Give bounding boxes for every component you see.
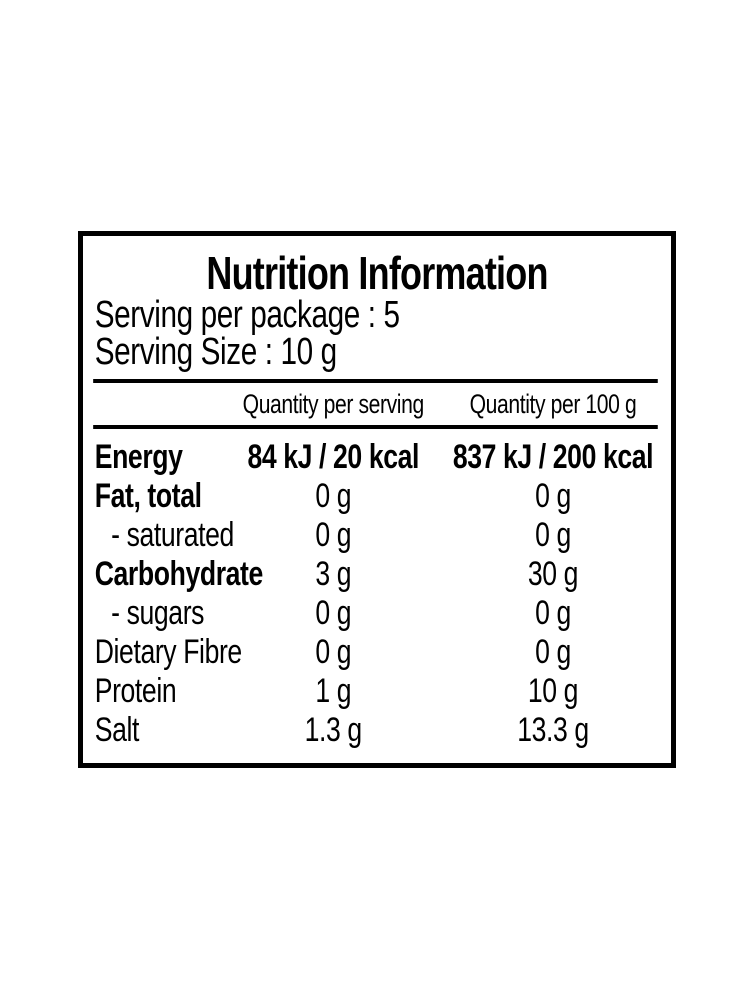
row-label: Salt xyxy=(94,711,140,749)
table-row-saturated: - saturated 0 g 0 g xyxy=(83,516,671,555)
row-value-per-serving: 3 g xyxy=(315,555,352,593)
row-value-per-100g: 30 g xyxy=(527,555,579,593)
nutrient-table: Energy 84 kJ / 20 kcal 837 kJ / 200 kcal… xyxy=(83,438,671,750)
row-value-per-100g: 0 g xyxy=(535,516,571,554)
serving-size-text: Serving Size : 10 g xyxy=(94,331,337,373)
row-label: Energy xyxy=(94,438,183,476)
row-value-per-100g: 13.3 g xyxy=(517,711,589,749)
row-value-per-serving: 0 g xyxy=(315,633,352,671)
divider-top xyxy=(93,379,658,383)
row-label: - sugars xyxy=(111,594,205,632)
row-label: Protein xyxy=(94,672,177,710)
table-row-energy: Energy 84 kJ / 20 kcal 837 kJ / 200 kcal xyxy=(83,438,671,477)
divider-under-headers xyxy=(93,425,658,429)
table-row-fat-total: Fat, total 0 g 0 g xyxy=(83,477,671,516)
table-row-salt: Salt 1.3 g 13.3 g xyxy=(83,711,671,750)
serving-per-package-text: Serving per package : 5 xyxy=(94,294,400,336)
row-value-per-100g: 0 g xyxy=(535,477,571,515)
row-value-per-100g: 10 g xyxy=(527,672,579,710)
row-value-per-100g: 0 g xyxy=(535,594,571,632)
row-label: Dietary Fibre xyxy=(94,633,242,671)
label-content: Nutrition Information Serving per packag… xyxy=(83,249,671,750)
row-value-per-100g: 0 g xyxy=(535,633,571,671)
row-value-per-serving: 1.3 g xyxy=(304,711,363,749)
column-header-row: Quantity per serving Quantity per 100 g xyxy=(83,383,671,425)
table-row-sugars: - sugars 0 g 0 g xyxy=(83,594,671,633)
column-header-per-100g: Quantity per 100 g xyxy=(469,389,637,419)
column-header-per-serving: Quantity per serving xyxy=(242,389,425,419)
row-label: - saturated xyxy=(111,516,234,554)
row-value-per-100g: 837 kJ / 200 kcal xyxy=(452,438,654,476)
nutrition-title: Nutrition Information xyxy=(206,247,548,299)
table-row-carbohydrate: Carbohydrate 3 g 30 g xyxy=(83,555,671,594)
table-row-dietary-fibre: Dietary Fibre 0 g 0 g xyxy=(83,633,671,672)
row-value-per-serving: 84 kJ / 20 kcal xyxy=(247,438,420,476)
table-row-protein: Protein 1 g 10 g xyxy=(83,672,671,711)
row-value-per-serving: 0 g xyxy=(315,477,352,515)
serving-info: Serving per package : 5 Serving Size : 1… xyxy=(94,294,671,373)
row-label: Fat, total xyxy=(94,477,202,515)
row-value-per-serving: 1 g xyxy=(315,672,352,710)
row-value-per-serving: 0 g xyxy=(315,516,352,554)
row-value-per-serving: 0 g xyxy=(315,594,352,632)
nutrition-label-panel: Nutrition Information Serving per packag… xyxy=(78,231,676,768)
row-label: Carbohydrate xyxy=(94,555,264,593)
